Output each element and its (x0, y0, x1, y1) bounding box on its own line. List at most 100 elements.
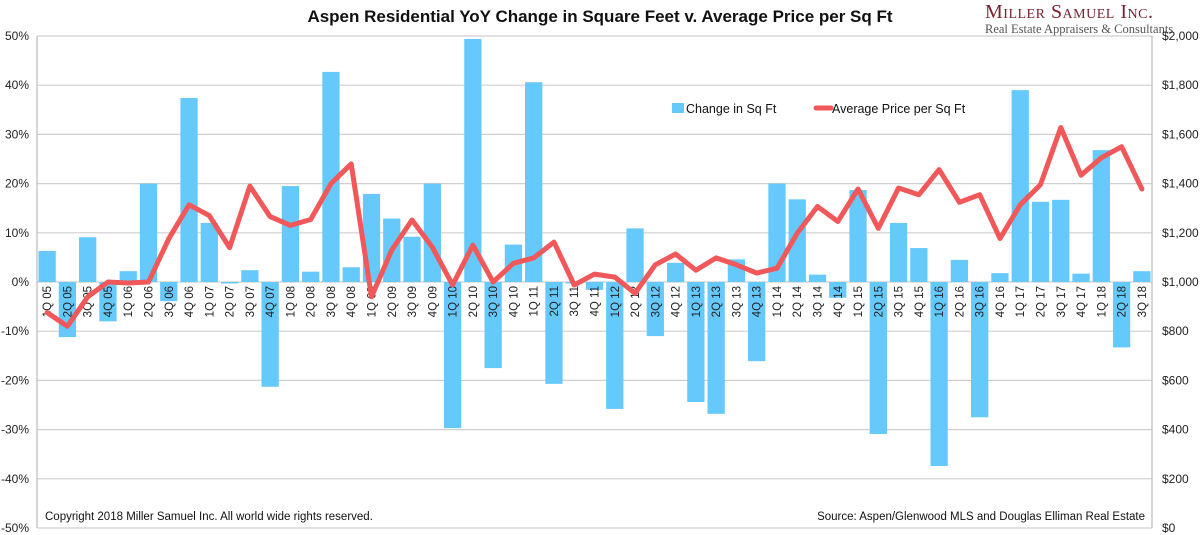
chart-title: Aspen Residential YoY Change in Square F… (307, 7, 893, 26)
bar-3Q-07 (241, 270, 259, 282)
x-tick-label: 3Q 17 (1056, 286, 1068, 317)
left-tick-label: -20% (1, 373, 29, 387)
x-tick-label: 1Q 16 (934, 286, 946, 317)
bar-1Q-12 (606, 282, 624, 409)
x-tick-label: 1Q 06 (123, 286, 135, 317)
left-tick-label: -50% (1, 521, 29, 535)
bar-2Q-13 (707, 282, 725, 414)
x-tick-label: 1Q 17 (1015, 286, 1027, 317)
logo-name: Miller Samuel Inc. (985, 1, 1154, 23)
bar-1Q-13 (687, 282, 705, 403)
bar-1Q-05 (38, 251, 56, 282)
bar-3Q-12 (646, 282, 664, 337)
bar-2Q-06 (139, 183, 158, 282)
copyright-text: Copyright 2018 Miller Samuel Inc. All wo… (45, 511, 373, 523)
legend: Change in Sq Ft Average Price per Sq Ft (672, 102, 966, 116)
x-tick-label: 3Q 08 (326, 286, 338, 317)
bar-3Q-06 (160, 282, 178, 302)
bar-3Q-09 (403, 236, 421, 282)
logo-tagline: Real Estate Appraisers & Consultants (985, 22, 1174, 36)
left-tick-label: 30% (5, 127, 29, 141)
left-tick-label: -30% (1, 423, 29, 437)
x-tick-label: 1Q 07 (204, 286, 216, 317)
bar-3Q-10 (484, 282, 502, 369)
x-tick-label: 4Q 07 (265, 286, 277, 317)
bar-1Q-18 (1092, 150, 1110, 282)
x-tick-label: 2Q 14 (792, 285, 804, 317)
x-tick-label: 4Q 09 (427, 286, 439, 317)
x-tick-label: 4Q 15 (914, 286, 926, 317)
left-tick-label: 20% (5, 177, 29, 191)
company-logo: Miller Samuel Inc. Real Estate Appraiser… (985, 2, 1173, 36)
bar-2Q-15 (869, 282, 887, 435)
bar-2Q-12 (626, 228, 644, 282)
bar-3Q-14 (808, 274, 827, 282)
bar-1Q-11 (525, 82, 543, 282)
bar-1Q-06 (119, 271, 137, 282)
bar-2Q-18 (1112, 282, 1131, 348)
right-tick-label: $1,000 (1162, 275, 1199, 289)
x-tick-label: 1Q 10 (448, 286, 460, 317)
x-tick-label: 4Q 06 (184, 286, 196, 317)
bar-2Q-07 (220, 282, 239, 284)
x-tick-label: 2Q 17 (1036, 286, 1048, 317)
left-tick-label: 40% (5, 78, 29, 92)
x-tick-label: 1Q 05 (42, 286, 54, 317)
bar-1Q-08 (281, 186, 300, 282)
bar-4Q-09 (423, 183, 441, 282)
left-axis-ticks: 50% 40% 30% 20% 10% 0% -10% -20% -30% -40% -50% (1, 29, 29, 535)
right-tick-label: $600 (1162, 373, 1189, 387)
bar-2Q-08 (302, 271, 320, 282)
source-text: Source: Aspen/Glenwood MLS and Douglas E… (817, 511, 1145, 523)
x-tick-label: 3Q 11 (569, 286, 581, 316)
bar-1Q-15 (849, 189, 867, 282)
bar-1Q-17 (1011, 90, 1029, 283)
bar-4Q-06 (180, 97, 198, 282)
x-tick-label: 3Q 09 (407, 286, 419, 317)
x-tick-label: 2Q 11 (549, 286, 561, 316)
bar-1Q-16 (930, 282, 948, 467)
x-tick-label: 3Q 14 (813, 285, 825, 317)
x-tick-label: 1Q 12 (610, 286, 622, 317)
bar-4Q-07 (261, 282, 279, 387)
x-tick-label: 4Q 16 (995, 286, 1007, 317)
x-tick-label: 2Q 07 (225, 286, 237, 317)
x-tick-label: 2Q 16 (954, 286, 966, 317)
bar-2Q-14 (788, 199, 806, 282)
bar-4Q-12 (666, 262, 685, 282)
bar-4Q-15 (910, 248, 928, 282)
bar-4Q-17 (1072, 273, 1090, 282)
x-tick-label: 1Q 08 (285, 286, 297, 317)
x-tick-label: 3Q 16 (975, 286, 987, 317)
x-tick-label: 3Q 13 (731, 286, 743, 317)
left-tick-label: -40% (1, 472, 29, 486)
bar-series (38, 38, 1151, 467)
x-tick-label: 2Q 05 (62, 286, 74, 317)
x-tick-label: 2Q 08 (306, 286, 318, 317)
x-tick-label: 1Q 11 (529, 286, 541, 316)
left-tick-label: -10% (1, 324, 29, 338)
bar-3Q-05 (79, 237, 97, 282)
right-tick-label: $2,000 (1162, 29, 1199, 43)
x-axis-labels: 1Q 05 2Q 05 3Q 05 4Q 05 1Q 06 2Q 06 3Q 06 4Q 06… (42, 285, 1149, 317)
x-tick-label: 2Q 18 (1117, 286, 1129, 317)
x-tick-label: 4Q 11 (590, 286, 602, 316)
bar-1Q-07 (200, 222, 218, 282)
x-tick-label: 4Q 12 (671, 286, 683, 317)
x-tick-label: 4Q 17 (1076, 286, 1088, 317)
bar-3Q-18 (1133, 271, 1151, 282)
bar-3Q-15 (889, 222, 908, 282)
right-tick-label: $200 (1162, 472, 1189, 486)
right-tick-label: $800 (1162, 324, 1189, 338)
bar-4Q-16 (991, 273, 1009, 282)
bar-1Q-10 (443, 282, 462, 429)
x-tick-label: 3Q 15 (894, 286, 906, 317)
x-tick-label: 3Q 07 (245, 286, 257, 317)
x-tick-label: 3Q 18 (1137, 286, 1149, 317)
bar-4Q-05 (99, 282, 117, 322)
right-tick-label: $1,600 (1162, 127, 1199, 141)
right-tick-label: $400 (1162, 423, 1189, 437)
x-tick-label: 3Q 12 (650, 286, 662, 317)
left-tick-label: 10% (5, 226, 29, 240)
